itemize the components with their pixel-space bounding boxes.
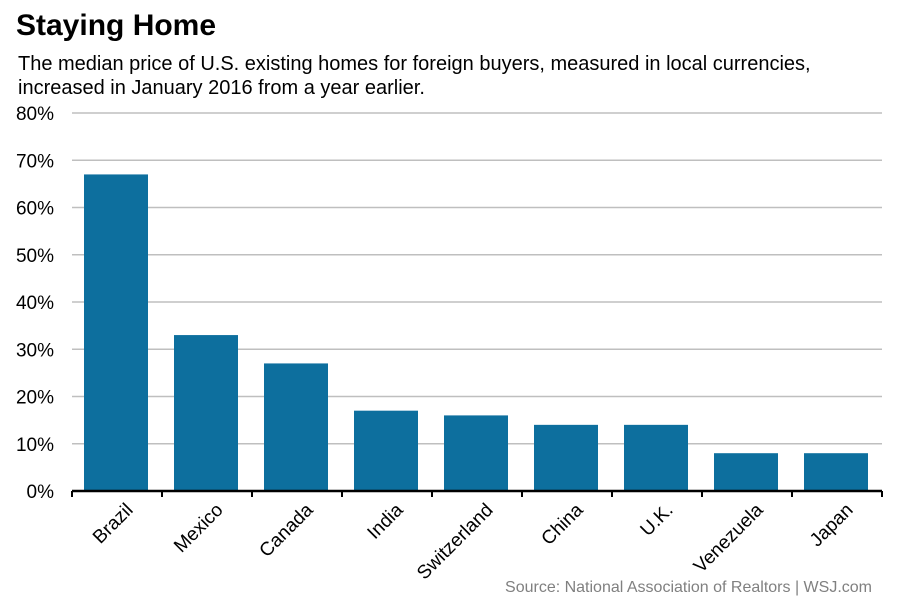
- x-category-label: Mexico: [170, 500, 227, 557]
- y-tick-label: 0%: [27, 482, 55, 503]
- y-tick-label: 70%: [16, 151, 54, 172]
- y-tick-label: 50%: [16, 246, 54, 267]
- chart-subtitle: The median price of U.S. existing homes …: [18, 53, 811, 99]
- source-note: Source: National Association of Realtors…: [505, 579, 872, 596]
- bars: [84, 174, 868, 492]
- chart-title: Staying Home: [16, 9, 217, 42]
- y-tick-label: 80%: [16, 104, 54, 125]
- bar-china: [534, 424, 598, 491]
- x-category-label: Switzerland: [413, 500, 497, 584]
- y-tick-label: 30%: [16, 340, 54, 361]
- x-category-label: Brazil: [89, 500, 137, 548]
- y-tick-label: 20%: [16, 388, 54, 409]
- bar-u-k: [624, 424, 688, 491]
- x-category-label: Japan: [806, 500, 857, 551]
- bar-japan: [804, 453, 868, 491]
- y-axis-tick-labels: 0% 10% 20% 30% 40% 50% 60% 70% 80%: [16, 104, 54, 503]
- x-category-label: Venezuela: [690, 499, 768, 577]
- bar-india: [354, 410, 418, 491]
- bar-brazil: [84, 174, 148, 492]
- y-tick-label: 10%: [16, 435, 54, 456]
- y-tick-label: 60%: [16, 199, 54, 220]
- bar-canada: [264, 363, 328, 491]
- y-tick-label: 40%: [16, 293, 54, 314]
- x-category-label: U.K.: [637, 500, 678, 541]
- x-category-label: China: [538, 499, 588, 549]
- x-axis: [71, 489, 883, 497]
- bar-mexico: [174, 335, 238, 491]
- x-category-label: India: [364, 499, 408, 543]
- bar-switzerland: [444, 415, 508, 491]
- x-category-label: Canada: [256, 499, 318, 561]
- x-axis-category-labels: Brazil Mexico Canada India Switzerland China U…: [89, 499, 857, 584]
- bar-venezuela: [714, 453, 778, 491]
